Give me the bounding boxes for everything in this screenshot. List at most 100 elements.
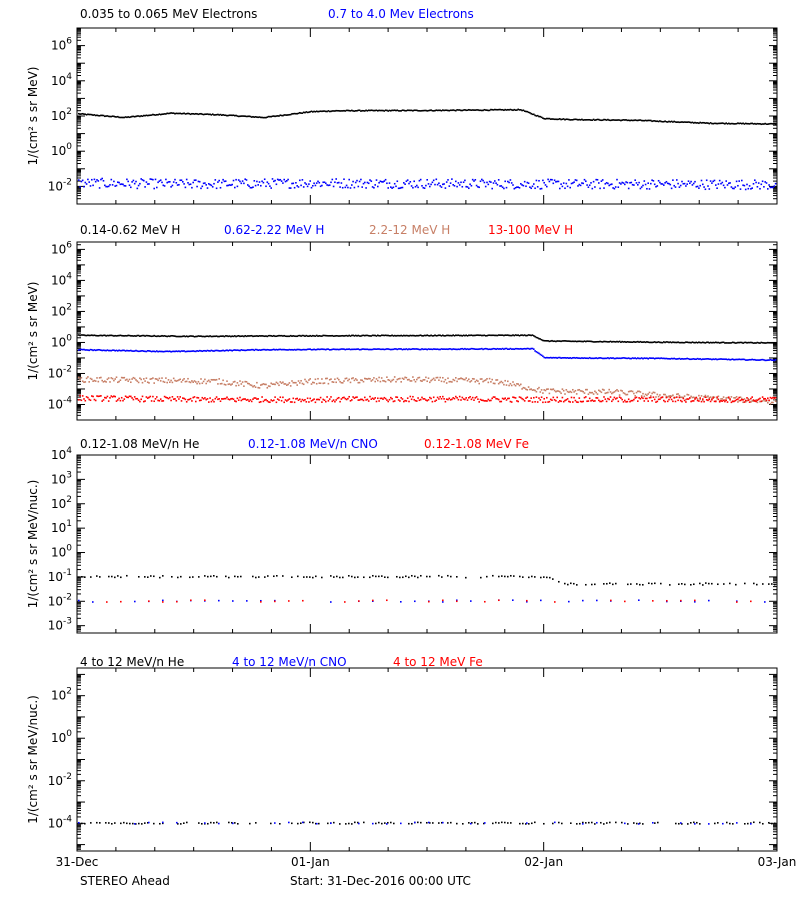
data-point [205,184,207,186]
data-point [216,575,218,578]
data-point [141,350,144,352]
data-point [435,399,438,402]
data-point [481,178,483,181]
data-point [140,378,142,381]
data-point [590,391,592,394]
data-point [759,400,761,403]
data-point [760,123,763,126]
data-point [755,342,757,344]
x-tick-label: 31-Dec [56,855,99,869]
data-point [195,381,197,383]
data-point [523,347,526,350]
data-point [742,358,744,361]
data-point [670,341,673,344]
data-point [460,181,462,184]
data-point [518,384,521,387]
data-point [468,822,470,824]
data-point [209,183,211,186]
data-point [603,583,605,585]
data-point [399,348,401,350]
data-point [360,398,362,401]
data-point [158,399,161,402]
data-point [562,357,565,359]
data-point [297,112,300,115]
data-point [714,822,716,825]
data-point [513,383,516,386]
data-point [176,821,178,824]
data-point [318,181,321,184]
data-point [744,822,746,825]
data-point [726,358,729,361]
data-point [518,109,521,111]
data-point [501,381,504,384]
data-point [621,390,623,392]
data-point [275,401,278,404]
data-point [657,179,660,182]
data-point [582,823,584,825]
data-point [425,348,427,350]
data-point [686,121,688,123]
data-point [726,342,729,344]
data-point [560,118,562,121]
data-point [770,401,773,404]
data-point [237,384,240,387]
data-point [254,386,257,389]
data-point [735,342,738,344]
data-point [653,391,656,394]
data-point [704,122,707,124]
data-point [97,180,100,182]
data-point [429,335,431,337]
data-point [114,395,116,398]
data-point [607,357,609,359]
data-point [104,115,106,118]
data-point [344,186,347,189]
data-point [750,397,752,400]
data-point [464,334,466,337]
data-point [87,349,89,351]
data-point [705,396,708,399]
data-point [700,122,703,124]
data-point [565,399,568,401]
data-point [556,390,558,392]
data-point [170,112,172,114]
data-point [552,578,554,580]
data-point [681,396,683,399]
data-point [248,400,250,403]
data-point [440,109,443,112]
data-point [312,111,314,113]
data-point [561,118,564,121]
data-point [557,118,560,121]
data-point [405,376,408,379]
data-point [391,187,393,189]
data-point [201,822,203,825]
data-point [338,396,340,399]
data-point [218,378,220,380]
data-point [230,398,232,400]
data-point [774,400,777,403]
data-point [578,397,581,399]
data-point [282,114,284,117]
data-point [312,821,314,824]
data-point [140,335,142,337]
data-point [527,182,530,185]
data-point [555,399,557,402]
data-point [338,335,340,337]
data-point [406,179,409,181]
data-point [279,348,282,351]
data-point [653,398,656,401]
data-point [183,350,185,352]
data-point [586,340,588,342]
data-point [487,348,490,351]
data-point [546,356,548,359]
data-point [231,349,233,352]
data-point [319,335,322,337]
y-tick-label: 10-2 [48,772,72,788]
data-point [425,399,427,401]
data-point [490,381,492,383]
data-point [335,334,337,337]
data-point [529,388,531,391]
data-point [378,109,380,112]
data-point [475,334,478,336]
data-point [185,401,188,403]
data-point [450,575,452,578]
